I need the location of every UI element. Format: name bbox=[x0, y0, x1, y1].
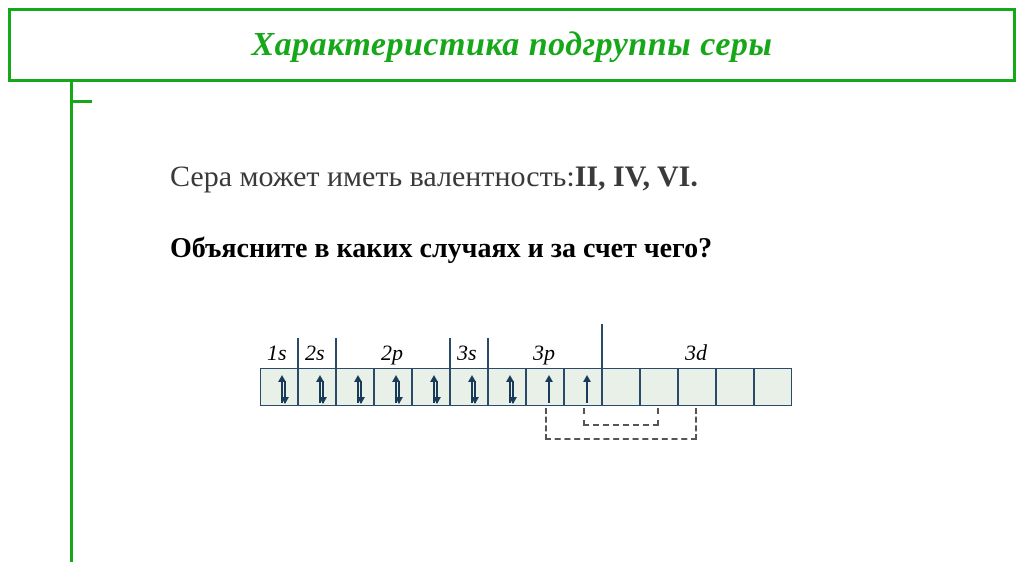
orbital-cell bbox=[640, 368, 678, 406]
orbital-cell bbox=[336, 368, 374, 406]
orbital-cell bbox=[716, 368, 754, 406]
electron-config-diagram: 1s 2s 2p 3s 3p 3d bbox=[260, 330, 840, 408]
orbital-separator bbox=[297, 338, 299, 368]
orbital-cell bbox=[412, 368, 450, 406]
orbital-separator bbox=[449, 338, 451, 368]
orbital-cell bbox=[488, 368, 526, 406]
orbital-label: 3d bbox=[685, 340, 707, 366]
orbital-labels-row: 1s 2s 2p 3s 3p 3d bbox=[260, 330, 840, 368]
orbital-cell bbox=[564, 368, 602, 406]
header-bar: Характеристика подгруппы серы bbox=[8, 8, 1016, 82]
orbital-separator bbox=[601, 324, 603, 368]
orbital-cell bbox=[450, 368, 488, 406]
orbital-separator bbox=[487, 338, 489, 368]
horizontal-accent-stub bbox=[70, 100, 92, 103]
orbital-cell bbox=[602, 368, 640, 406]
question-text: Объясните в каких случаях и за счет чего… bbox=[170, 230, 930, 268]
orbital-cell bbox=[260, 368, 298, 406]
orbital-label: 3p bbox=[533, 340, 555, 366]
orbital-cell bbox=[374, 368, 412, 406]
orbital-label: 3s bbox=[457, 340, 477, 366]
orbital-label: 2s bbox=[305, 340, 325, 366]
orbital-label: 1s bbox=[267, 340, 287, 366]
valency-statement: Сера может иметь валентность:II, IV, VI. bbox=[170, 160, 930, 194]
vertical-accent-line bbox=[70, 82, 73, 562]
valency-prefix: Сера может иметь валентность: bbox=[170, 160, 575, 193]
page-title: Характеристика подгруппы серы bbox=[251, 26, 772, 64]
promotion-arrow bbox=[545, 408, 697, 440]
orbital-cell bbox=[298, 368, 336, 406]
orbital-cells-row bbox=[260, 368, 840, 408]
orbital-label: 2p bbox=[381, 340, 403, 366]
valency-values: II, IV, VI. bbox=[575, 160, 698, 193]
orbital-cell bbox=[526, 368, 564, 406]
orbital-cell bbox=[754, 368, 792, 406]
content-block: Сера может иметь валентность:II, IV, VI.… bbox=[170, 160, 930, 268]
orbital-cell bbox=[678, 368, 716, 406]
orbital-separator bbox=[335, 338, 337, 368]
